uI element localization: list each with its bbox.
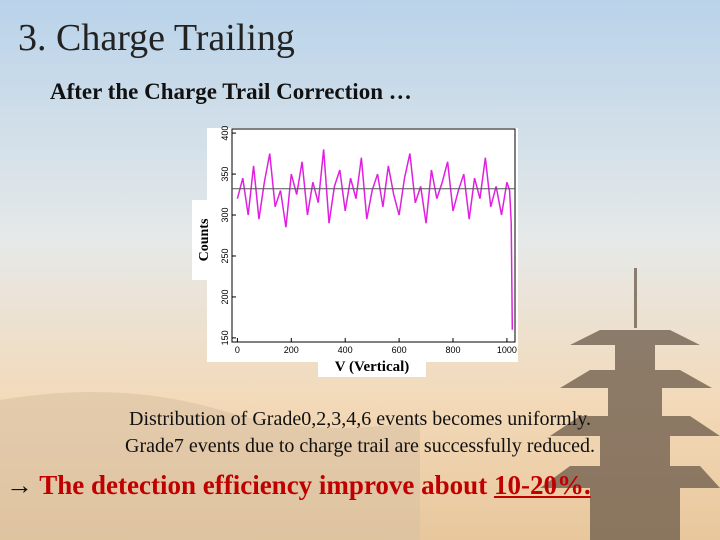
y-tick-label: 150 [220,330,230,345]
conclusion-text: The detection efficiency improve about [39,470,494,500]
x-tick-label: 1000 [497,345,517,355]
y-axis-label: Counts [197,218,212,261]
xlabel-box [318,353,426,377]
x-tick-label: 800 [445,345,460,355]
body-line: Distribution of Grade0,2,3,4,6 events be… [129,408,591,430]
x-axis-label: V (Vertical) [335,359,410,375]
x-tick-label: 400 [338,345,353,355]
x-tick-label: 600 [392,345,407,355]
ylabel-box [192,200,214,280]
y-tick-label: 200 [220,289,230,304]
conclusion: → The detection efficiency improve about… [6,470,591,501]
plot-frame [231,128,516,343]
y-tick-label: 250 [220,248,230,263]
arrow: → [6,470,33,500]
hills [0,392,420,540]
y-tick-label: 350 [220,167,230,182]
body-line: Grade7 events due to charge trail are su… [125,435,595,457]
y-tick-label: 300 [220,208,230,223]
x-tick-label: 0 [235,345,240,355]
subtitle: After the Charge Trail Correction … [50,79,412,104]
y-tick-label: 400 [220,126,230,141]
x-tick-label: 200 [284,345,299,355]
highlight: 10-20%. [493,470,591,500]
title: 3. Charge Trailing [18,17,295,59]
data-line [236,149,514,330]
pagoda [540,268,720,540]
